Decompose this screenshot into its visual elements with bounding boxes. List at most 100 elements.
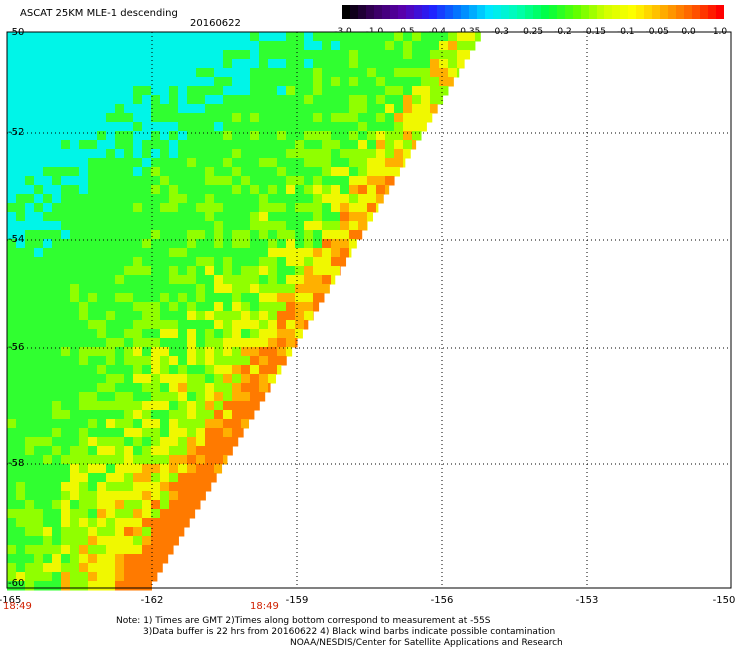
wind-cell: [16, 50, 26, 60]
wind-cell: [151, 257, 161, 267]
wind-cell: [88, 509, 98, 519]
wind-cell: [25, 392, 35, 402]
wind-cell: [259, 77, 269, 87]
wind-cell: [142, 149, 152, 159]
wind-cell: [196, 59, 206, 69]
wind-cell: [79, 518, 89, 528]
wind-cell: [187, 113, 197, 123]
wind-cell: [25, 221, 35, 231]
wind-cell: [277, 221, 287, 231]
wind-cell: [61, 257, 71, 267]
wind-cell: [34, 356, 44, 366]
wind-cell: [214, 419, 224, 429]
wind-cell: [142, 41, 152, 51]
wind-cell: [205, 293, 215, 303]
wind-cell: [106, 95, 116, 105]
wind-cell: [16, 77, 26, 87]
wind-cell: [16, 113, 26, 123]
wind-cell: [421, 59, 431, 69]
wind-cell: [79, 563, 89, 573]
wind-cell: [16, 536, 26, 546]
wind-cell: [394, 140, 404, 150]
wind-cell: [88, 95, 98, 105]
wind-cell: [79, 95, 89, 105]
wind-cell: [160, 41, 170, 51]
wind-cell: [88, 347, 98, 357]
wind-cell: [187, 194, 197, 204]
wind-cell: [151, 356, 161, 366]
wind-cell: [25, 194, 35, 204]
wind-cell: [169, 410, 179, 420]
wind-cell: [88, 185, 98, 195]
wind-cell: [34, 275, 44, 285]
wind-cell: [178, 68, 188, 78]
wind-cell: [142, 302, 152, 312]
wind-cell: [169, 131, 179, 141]
wind-cell: [268, 257, 278, 267]
wind-cell: [106, 554, 116, 564]
wind-cell: [250, 320, 260, 330]
wind-cell: [88, 545, 98, 555]
wind-cell: [61, 248, 71, 258]
lat-label-60: -60: [8, 578, 25, 589]
wind-cell: [124, 500, 134, 510]
wind-cell: [151, 383, 161, 393]
wind-cell: [106, 158, 116, 168]
wind-cell: [7, 131, 17, 141]
wind-cell: [259, 203, 269, 213]
wind-cell: [133, 509, 143, 519]
wind-cell: [448, 32, 458, 42]
wind-cell: [205, 446, 215, 456]
wind-cell: [376, 41, 386, 51]
wind-cell: [79, 491, 89, 501]
wind-cell: [142, 428, 152, 438]
wind-cell: [7, 383, 17, 393]
wind-cell: [61, 563, 71, 573]
wind-cell: [331, 131, 341, 141]
wind-cell: [196, 239, 206, 249]
wind-cell: [88, 428, 98, 438]
wind-cell: [70, 131, 80, 141]
wind-cell: [16, 311, 26, 321]
wind-cell: [340, 149, 350, 159]
wind-cell: [232, 293, 242, 303]
wind-cell: [97, 59, 107, 69]
wind-cell: [43, 203, 53, 213]
wind-cell: [259, 392, 266, 402]
wind-cell: [358, 77, 368, 87]
wind-cell: [142, 527, 152, 537]
wind-cell: [250, 257, 260, 267]
wind-cell: [304, 176, 314, 186]
wind-cell: [124, 554, 134, 564]
wind-cell: [313, 194, 323, 204]
wind-cell: [196, 140, 206, 150]
wind-cell: [61, 392, 71, 402]
wind-cell: [223, 131, 233, 141]
wind-cell: [169, 518, 179, 528]
wind-cell: [232, 185, 242, 195]
wind-cell: [43, 104, 53, 114]
wind-cell: [34, 212, 44, 222]
wind-cell: [187, 455, 197, 465]
wind-cell: [169, 257, 179, 267]
wind-cell: [322, 266, 332, 276]
wind-cell: [106, 194, 116, 204]
wind-cell: [70, 221, 80, 231]
wind-cell: [52, 113, 62, 123]
wind-cell: [151, 320, 161, 330]
wind-cell: [367, 149, 377, 159]
wind-cell: [250, 356, 260, 366]
wind-cell: [187, 428, 197, 438]
wind-cell: [241, 374, 251, 384]
wind-cell: [115, 464, 125, 474]
wind-cell: [196, 419, 206, 429]
wind-cell: [142, 563, 152, 573]
wind-cell: [331, 266, 341, 276]
wind-cell: [79, 50, 89, 60]
wind-cell: [142, 401, 152, 411]
wind-cell: [439, 77, 449, 87]
wind-cell: [376, 140, 386, 150]
wind-cell: [25, 50, 35, 60]
wind-cell: [160, 284, 170, 294]
wind-cell: [403, 140, 413, 150]
